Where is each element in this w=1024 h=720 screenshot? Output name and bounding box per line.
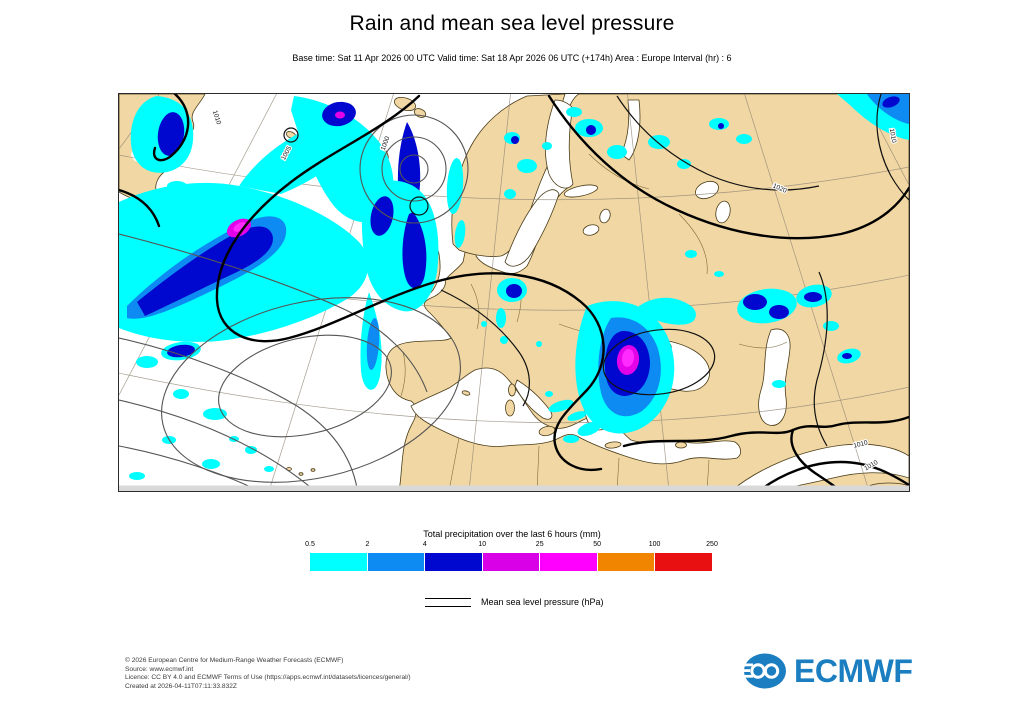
mslp-legend-label: Mean sea level pressure (hPa): [481, 597, 604, 607]
footer-line: Source: www.ecmwf.int: [125, 665, 194, 673]
footer-attribution: © 2026 European Centre for Medium-Range …: [125, 657, 411, 691]
precip-colorbar: [310, 553, 713, 571]
forecast-subtitle: Base time: Sat 11 Apr 2026 00 UTC Valid …: [292, 53, 732, 63]
ecmwf-logo-text: ECMWF: [794, 652, 913, 689]
ecmwf-logo-icon: [744, 653, 786, 689]
contour-label: 1010: [888, 128, 897, 144]
ecmwf-logo: ECMWF: [744, 652, 913, 690]
colorbar-tick: 0.5: [305, 541, 315, 548]
colorbar-tick: 2: [365, 541, 370, 548]
colorbar-segment: [540, 553, 597, 571]
precip-legend-title: Total precipitation over the last 6 hour…: [423, 529, 601, 539]
mslp-legend: Mean sea level pressure (hPa): [425, 597, 604, 607]
footer-line: © 2026 European Centre for Medium-Range …: [125, 657, 344, 664]
colorbar-segment: [655, 553, 713, 571]
colorbar-segment: [367, 553, 425, 571]
colorbar-tick: 25: [535, 541, 544, 548]
colorbar-segment: [597, 553, 655, 571]
colorbar-tick: 100: [648, 541, 661, 548]
colorbar-segment: [425, 553, 482, 571]
precipitation-layer: [119, 94, 909, 480]
footer-line: Licence: CC BY 4.0 and ECMWF Terms of Us…: [125, 674, 411, 682]
colorbar-segment: [482, 553, 540, 571]
footer-line: Created at 2026-04-11T07:11:33.832Z: [125, 682, 237, 690]
colorbar-segment: [310, 553, 367, 571]
contour-line-icon: [425, 597, 471, 607]
weather-map: 1010 1005 1000 1020 1010 1010 1010: [118, 93, 910, 492]
map-bottom-strip: [119, 485, 909, 491]
colorbar-tick: 50: [593, 541, 602, 548]
colorbar-tick: 10: [478, 541, 487, 548]
colorbar-tick: 250: [706, 541, 718, 548]
page-title: Rain and mean sea level pressure: [349, 12, 675, 35]
contour-layer: [119, 94, 909, 491]
precip-legend-ticks: 0.5 2 4 10 25 50 100 250: [305, 541, 718, 551]
colorbar-tick: 4: [422, 541, 427, 548]
